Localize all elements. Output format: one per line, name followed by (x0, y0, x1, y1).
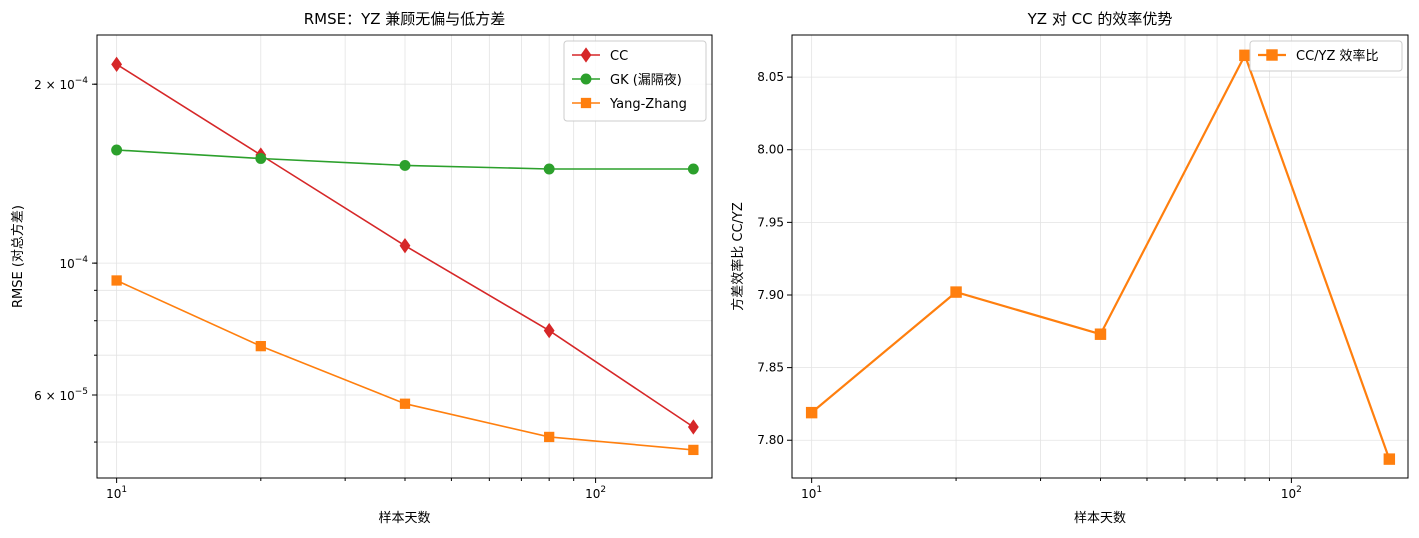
data-point (255, 340, 266, 352)
data-point (399, 237, 411, 254)
y-tick-label: 6 × 10−5 (34, 387, 88, 403)
data-point (111, 144, 123, 156)
legend-label: CC/YZ 效率比 (1296, 48, 1379, 64)
legend: CC/YZ 效率比 (1249, 40, 1403, 72)
y-tick-label: 2 × 10−4 (34, 76, 88, 92)
series-1 (111, 144, 699, 175)
x-tick-label: 101 (801, 485, 822, 501)
legend-label: Yang-Zhang (609, 97, 687, 112)
grid (97, 35, 712, 478)
data-point (111, 275, 122, 286)
data-point (399, 398, 411, 409)
y-tick-label: 7.80 (757, 433, 784, 447)
y-tick-label: 8.00 (757, 143, 784, 157)
x-tick-label: 102 (585, 485, 606, 501)
series-2 (111, 275, 699, 456)
data-point (805, 406, 818, 419)
x-axis-label: 样本天数 (378, 511, 430, 526)
y-tick-label: 7.95 (757, 215, 784, 229)
chart-title: RMSE：YZ 兼顾无偏与低方差 (304, 10, 506, 28)
legend-marker (580, 47, 592, 63)
x-axis-label: 样本天数 (1074, 511, 1126, 526)
legend-box (1249, 40, 1403, 72)
data-point (544, 431, 555, 443)
data-point (687, 163, 699, 175)
data-point (688, 444, 699, 456)
data-point (1383, 453, 1396, 465)
data-point (111, 56, 123, 73)
legend-marker (1266, 49, 1278, 61)
y-axis-label: RMSE (对总方差) (10, 205, 26, 308)
series-0 (111, 56, 699, 435)
legend-label: CC (610, 49, 628, 64)
data-point (543, 163, 555, 175)
legend-box (563, 40, 707, 122)
series-0 (805, 49, 1396, 465)
legend-marker (580, 97, 592, 109)
data-point (255, 153, 267, 164)
data-point (399, 159, 411, 171)
data-point (950, 286, 962, 298)
plot-frame (791, 34, 1409, 479)
legend-marker (580, 73, 592, 85)
data-point (1239, 49, 1251, 62)
x-tick-label: 102 (1281, 485, 1302, 501)
legend: CC GK (漏隔夜) Yang-Zhang (563, 40, 707, 122)
y-tick-label: 10−4 (59, 255, 88, 271)
y-tick-label: 7.90 (757, 288, 784, 302)
rmse-chart-panel: 101 102 2 × 10−4 10−4 6 × 10−5 RMSE：YZ 兼顾无偏与低… (10, 10, 713, 526)
chart-title: YZ 对 CC 的效率优势 (1027, 10, 1173, 28)
efficiency-chart-panel: 101 102 7.80 7.85 7.90 7.95 8.00 8.05 YZ 对 CC 的效… (730, 10, 1409, 526)
data-point (1094, 328, 1107, 340)
y-tick-label: 7.85 (757, 361, 784, 375)
data-point (543, 322, 555, 339)
data-point (687, 419, 699, 435)
x-tick-label: 101 (106, 485, 127, 501)
y-axis-label: 方差效率比 CC/YZ (730, 202, 746, 311)
legend-label: GK (漏隔夜) (610, 72, 682, 88)
grid (792, 35, 1408, 478)
y-tick-label: 8.05 (757, 70, 784, 84)
